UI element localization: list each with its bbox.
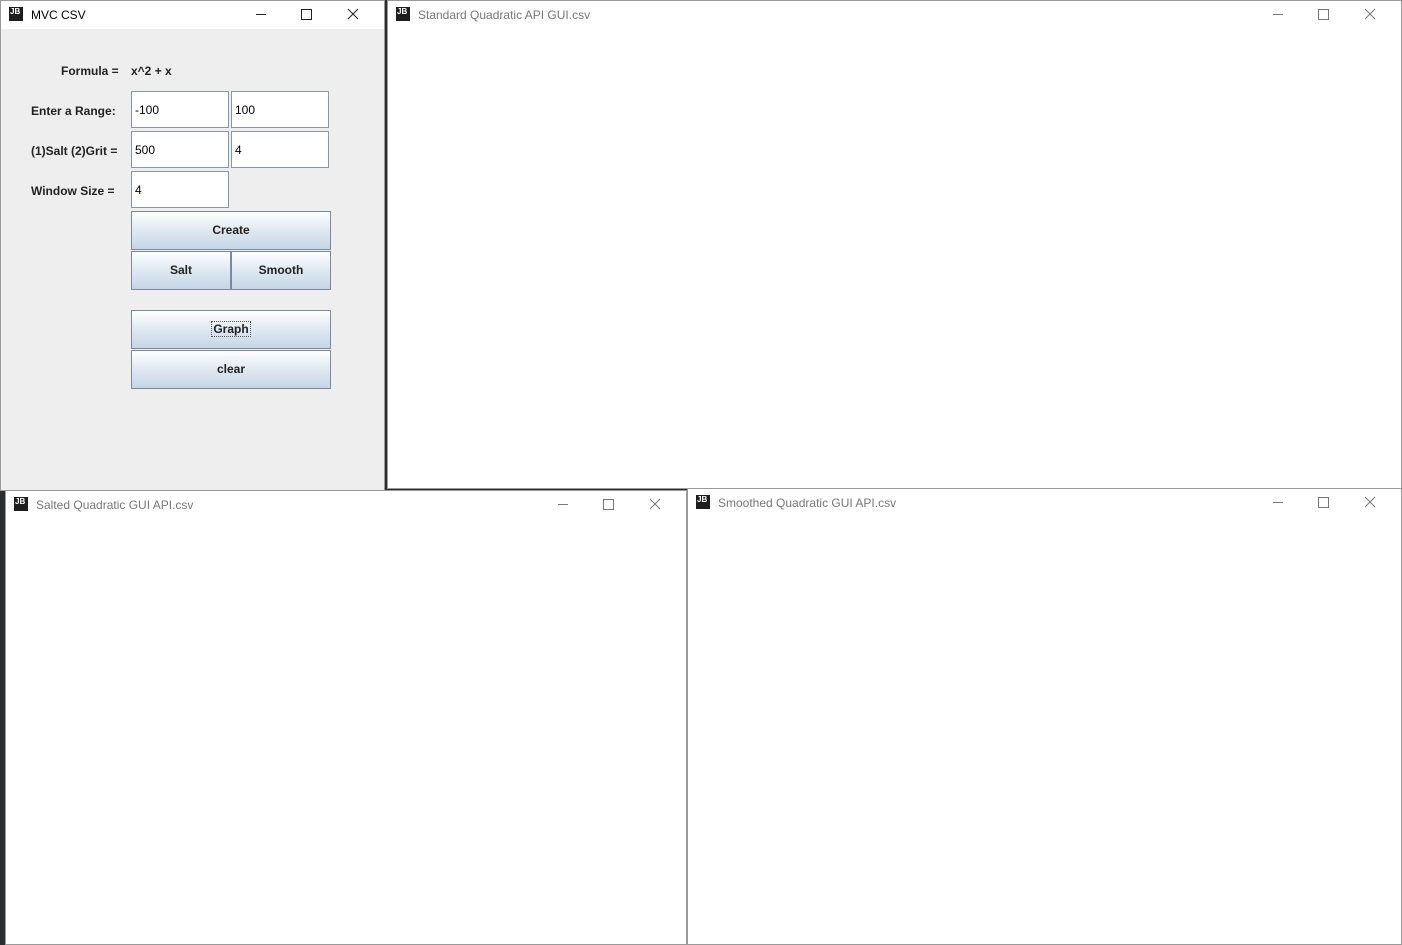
clear-button[interactable]: clear (131, 350, 331, 389)
window-controls: Salted Quadratic GUI API.csv01,0002,0003… (548, 491, 686, 519)
window-title: Smoothed Quadratic GUI API.csv (718, 496, 897, 510)
chart-window: JB Salted Quadratic GUI API.csv Salted Q… (5, 490, 687, 945)
window-size-input[interactable]: 4 (131, 171, 229, 208)
controls: Standard Quadratic API GUI.csv01,0002,00… (1273, 8, 1376, 20)
window-title: Salted Quadratic GUI API.csv (36, 498, 194, 512)
window-controls (246, 1, 384, 29)
title-bar: JB Salted Quadratic GUI API.csv Salted Q… (6, 491, 686, 519)
maximize[interactable] (1318, 497, 1329, 508)
close[interactable] (649, 498, 661, 510)
label: Window Size = (31, 184, 115, 198)
title-bar: JB Standard Quadratic API GUI.csv Standa… (388, 1, 1401, 29)
close[interactable] (1364, 496, 1376, 508)
window-title: MVC CSV (31, 8, 86, 22)
smooth-button[interactable]: Smooth (231, 251, 331, 290)
graph-button[interactable]: Graph (131, 310, 331, 349)
title-bar: JB Smoothed Quadratic GUI API.csv Smooth… (688, 489, 1401, 517)
chart (388, 29, 1402, 489)
chart-window: JB Standard Quadratic API GUI.csv Standa… (387, 0, 1402, 489)
chart (688, 517, 1402, 945)
mvc-window: JB MVC CSV Formula = x^2 + x Enter a Ran… (0, 0, 385, 491)
app-icon: JB (14, 497, 28, 511)
maximize[interactable] (1318, 9, 1329, 20)
label: (1)Salt (2)Grit = (31, 144, 118, 158)
salt-button[interactable]: Salt (131, 251, 231, 290)
window-controls: Smoothed Quadratic GUI API.csv01,0002,00… (1263, 489, 1401, 517)
label: Enter a Range: (31, 104, 116, 118)
salt-input[interactable]: 500 (131, 131, 229, 168)
window-controls: Standard Quadratic API GUI.csv01,0002,00… (1263, 1, 1401, 29)
maximize[interactable] (301, 9, 312, 20)
app-icon: JB (9, 7, 23, 21)
controls: Salted Quadratic GUI API.csv01,0002,0003… (558, 498, 661, 510)
close[interactable] (347, 8, 359, 20)
app-icon: JB (396, 7, 410, 21)
window-title: Standard Quadratic API GUI.csv (418, 8, 591, 22)
range-min-input[interactable]: -100 (131, 91, 229, 128)
range-max-input[interactable]: 100 (231, 91, 329, 128)
grit-input[interactable]: 4 (231, 131, 329, 168)
controls: Smoothed Quadratic GUI API.csv01,0002,00… (1273, 496, 1376, 508)
formula: x^2 + x (131, 64, 172, 78)
title-bar: JB MVC CSV (1, 1, 384, 29)
chart (6, 519, 687, 945)
maximize[interactable] (603, 499, 614, 510)
label: Formula = (61, 64, 119, 78)
button-label: Graph (211, 321, 251, 337)
app-icon: JB (696, 495, 710, 509)
close[interactable] (1364, 8, 1376, 20)
controls (256, 8, 359, 20)
chart-window: JB Smoothed Quadratic GUI API.csv Smooth… (687, 488, 1402, 945)
create-button[interactable]: Create (131, 211, 331, 250)
